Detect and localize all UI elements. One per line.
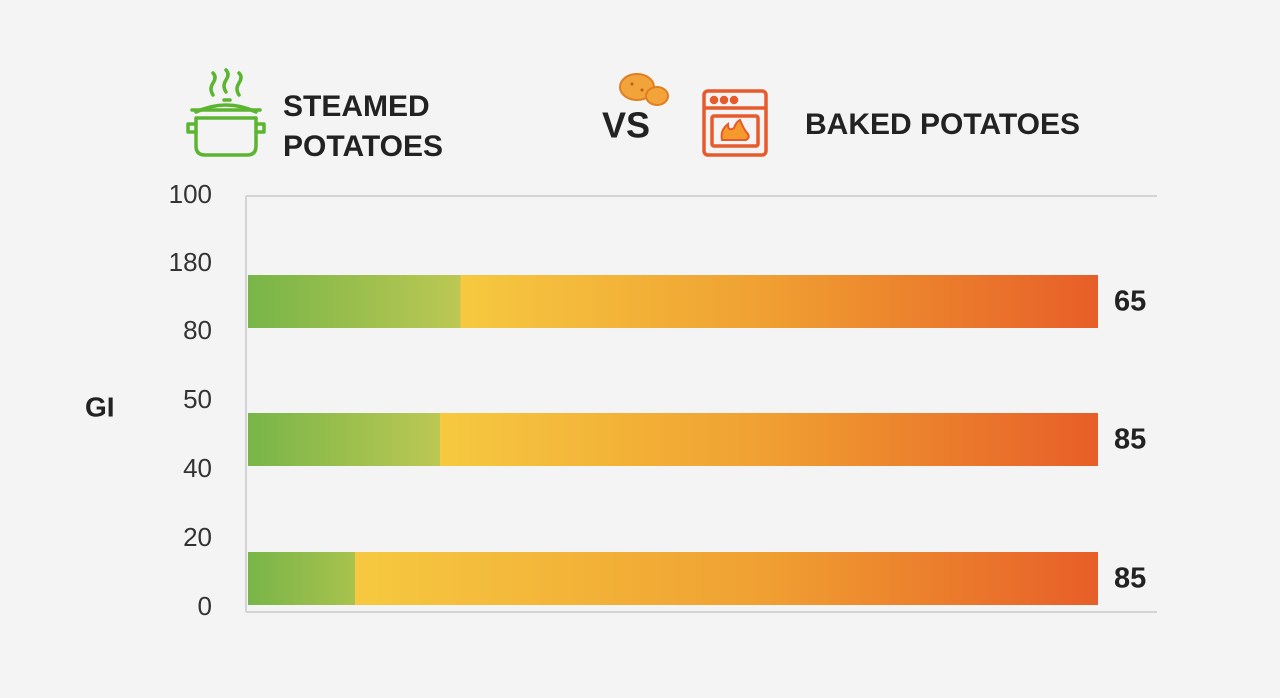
axis-label: 50	[183, 384, 212, 414]
bar-value: 85	[1114, 424, 1146, 456]
bar	[248, 552, 1098, 605]
axis-title: GI	[85, 391, 115, 422]
left-title: POTATOES	[283, 130, 443, 163]
axis-label: 0	[198, 591, 212, 621]
bar-value: 65	[1114, 286, 1146, 318]
oven-icon	[702, 89, 768, 157]
vs: VS	[602, 105, 650, 146]
left-title: STEAMED	[283, 90, 430, 123]
potato-icon	[619, 73, 669, 106]
axis-label: 100	[169, 179, 212, 209]
pot-icon	[186, 68, 266, 157]
right-title: BAKED POTATOES	[805, 108, 1080, 141]
axis-frame	[245, 195, 1157, 613]
axis-label: 180	[169, 247, 212, 277]
axis-label: 20	[183, 522, 212, 552]
axis-label: 80	[183, 315, 212, 345]
bar	[248, 413, 1098, 466]
axis-label: 40	[183, 453, 212, 483]
bar	[248, 275, 1098, 328]
bar-value: 85	[1114, 563, 1146, 595]
